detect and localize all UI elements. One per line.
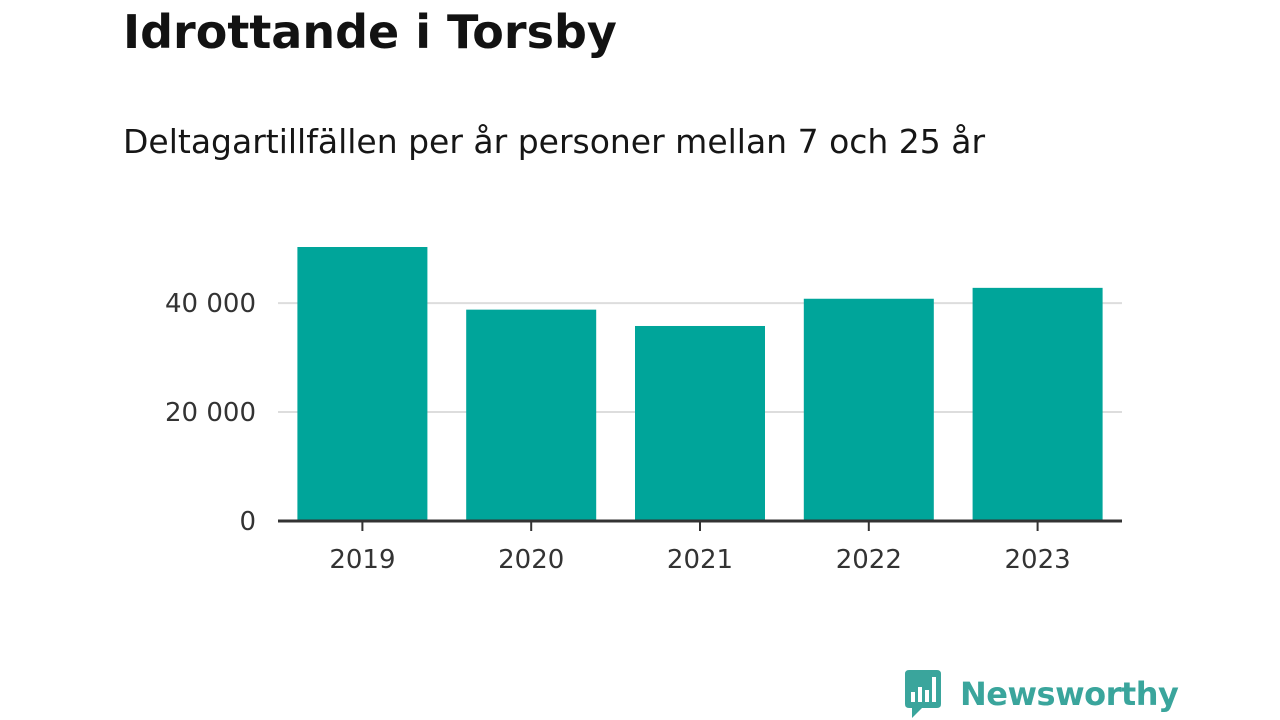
bar-chart: 2019 2020 2021 2022 2023 0 20 000 40 000 [165,247,1122,575]
bar [972,287,1103,521]
y-tick-label: 20 000 [165,398,256,428]
newsworthy-logo-icon [905,670,941,718]
newsworthy-logo: Newsworthy [902,668,1179,720]
chart-subtitle: Deltagartillfällen per år personer mella… [123,122,986,161]
bar [297,247,428,521]
y-tick-label: 0 [239,507,256,537]
x-tick-label: 2019 [329,545,395,575]
bar [803,298,934,521]
brand-name: Newsworthy [960,675,1179,713]
chart-title: Idrottande i Torsby [123,5,617,59]
y-tick-label: 40 000 [165,289,256,319]
y-axis-labels: 0 20 000 40 000 [165,289,256,537]
x-tick-label: 2023 [1005,545,1071,575]
x-tick-label: 2020 [498,545,564,575]
bars [297,247,1103,521]
x-tick-label: 2021 [667,545,733,575]
x-tick-label: 2022 [836,545,902,575]
bar [635,325,765,521]
x-axis: 2019 2020 2021 2022 2023 [278,519,1122,575]
bar [466,309,597,521]
